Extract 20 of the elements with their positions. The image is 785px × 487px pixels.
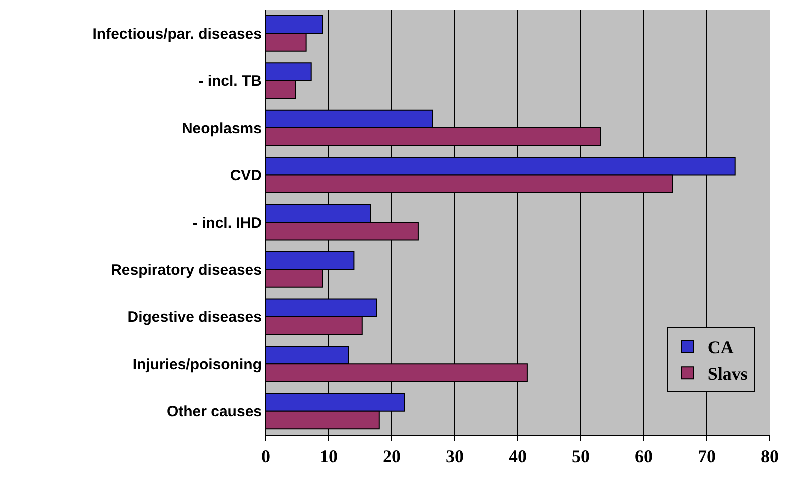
legend-label: Slavs [708,364,748,384]
x-tick-label: 40 [509,446,527,467]
y-tick-label: Neoplasms [182,120,262,138]
x-tick-label: 20 [383,446,401,467]
y-tick-label: Respiratory diseases [111,262,262,279]
y-tick-label: CVD [230,168,262,185]
y-tick-label: - incl. IHD [192,214,262,232]
legend-label: CA [708,338,734,358]
y-tick-label: Injuries/poisoning [132,356,262,374]
x-tick-label: 30 [446,446,464,467]
x-tick-label: 60 [635,446,653,467]
x-tick-label: 80 [761,446,779,467]
x-tick-label: 10 [320,446,338,467]
y-tick-label: Digestive diseases [128,309,262,326]
y-tick-label: - incl. TB [198,73,262,90]
x-tick-label: 50 [572,446,590,467]
x-tick-label: 70 [698,446,716,467]
x-tick-label: 0 [262,446,270,467]
y-tick-label: Infectious/par. diseases [92,26,262,43]
y-tick-label: Other causes [166,404,262,421]
